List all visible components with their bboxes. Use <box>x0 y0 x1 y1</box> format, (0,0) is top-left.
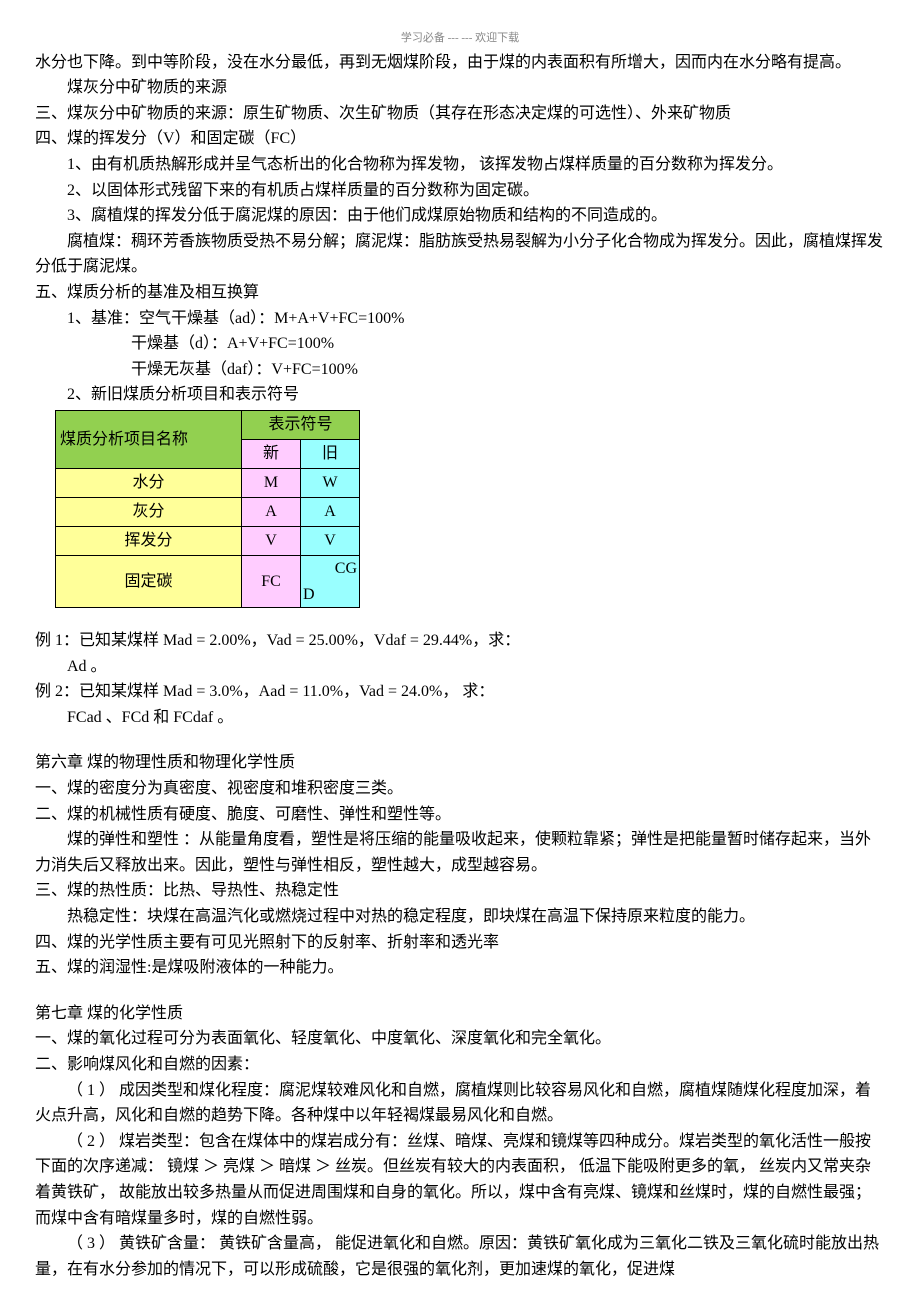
body-text: 干燥基（d）：A+V+FC=100% <box>35 331 885 357</box>
table-row-old: A <box>301 497 360 526</box>
body-text: 2、以固体形式残留下来的有机质占煤样质量的百分数称为固定碳。 <box>35 178 885 204</box>
table-row-name: 固定碳 <box>56 555 242 607</box>
table-row-old: V <box>301 526 360 555</box>
body-text: 五、煤质分析的基准及相互换算 <box>35 280 885 306</box>
table-row-name: 水分 <box>56 468 242 497</box>
table-header-name: 煤质分析项目名称 <box>56 410 242 468</box>
body-text: 煤灰分中矿物质的来源 <box>35 75 885 101</box>
body-text: 水分也下降。到中等阶段，没在水分最低，再到无烟煤阶段，由于煤的内表面积有所增大，… <box>35 50 885 76</box>
body-text: 一、煤的密度分为真密度、视密度和堆积密度三类。 <box>35 776 885 802</box>
symbol-table: 煤质分析项目名称 表示符号 新 旧 水分 M W 灰分 A A 挥发分 V V … <box>55 410 360 608</box>
body-text: 腐植煤：稠环芳香族物质受热不易分解；腐泥煤：脂肪族受热易裂解为小分子化合物成为挥… <box>35 229 885 280</box>
example-text: 例 1：已知某煤样 Mad = 2.00%，Vad = 25.00%，Vdaf … <box>35 628 885 654</box>
body-text: 三、煤灰分中矿物质的来源：原生矿物质、次生矿物质（其存在形态决定煤的可选性）、外… <box>35 101 885 127</box>
body-text: 1、由有机质热解形成并呈气态析出的化合物称为挥发物， 该挥发物占煤样质量的百分数… <box>35 152 885 178</box>
body-text: （ 3 ） 黄铁矿含量： 黄铁矿含量高， 能促进氧化和自燃。原因：黄铁矿氧化成为… <box>35 1231 885 1282</box>
table-row-new: V <box>242 526 301 555</box>
table-subheader-old: 旧 <box>301 439 360 468</box>
body-text: 四、煤的挥发分（V）和固定碳（FC） <box>35 126 885 152</box>
chapter-title: 第六章 煤的物理性质和物理化学性质 <box>35 750 885 776</box>
table-row-old: CGD <box>301 555 360 607</box>
chapter-title: 第七章 煤的化学性质 <box>35 1001 885 1027</box>
body-text: 四、煤的光学性质主要有可见光照射下的反射率、折射率和透光率 <box>35 930 885 956</box>
table-row-new: FC <box>242 555 301 607</box>
body-text: 3、腐植煤的挥发分低于腐泥煤的原因：由于他们成煤原始物质和结构的不同造成的。 <box>35 203 885 229</box>
body-text: 煤的弹性和塑性 ：从能量角度看，塑性是将压缩的能量吸收起来，使颗粒靠紧；弹性是把… <box>35 827 885 878</box>
body-text: 一、煤的氧化过程可分为表面氧化、轻度氧化、中度氧化、深度氧化和完全氧化。 <box>35 1026 885 1052</box>
example-text: 例 2：已知某煤样 Mad = 3.0%，Aad = 11.0%，Vad = 2… <box>35 679 885 705</box>
body-text: （ 2 ） 煤岩类型：包含在煤体中的煤岩成分有：丝煤、暗煤、亮煤和镜煤等四种成分… <box>35 1129 885 1231</box>
body-text: 干燥无灰基（daf）：V+FC=100% <box>35 357 885 383</box>
table-row-old: W <box>301 468 360 497</box>
example-text: FCad 、FCd 和 FCdaf 。 <box>35 705 885 731</box>
body-text: 热稳定性：块煤在高温汽化或燃烧过程中对热的稳定程度，即块煤在高温下保持原来粒度的… <box>35 904 885 930</box>
table-row-new: A <box>242 497 301 526</box>
table-row-name: 挥发分 <box>56 526 242 555</box>
table-row-name: 灰分 <box>56 497 242 526</box>
page-watermark: 学习必备 --- --- 欢迎下载 <box>35 30 885 48</box>
body-text: 2、新旧煤质分析项目和表示符号 <box>35 382 885 408</box>
table-row-new: M <box>242 468 301 497</box>
table-subheader-new: 新 <box>242 439 301 468</box>
body-text: 二、影响煤风化和自燃的因素： <box>35 1052 885 1078</box>
body-text: 五、煤的润湿性:是煤吸附液体的一种能力。 <box>35 955 885 981</box>
body-text: 1、基准：空气干燥基（ad）：M+A+V+FC=100% <box>35 306 885 332</box>
body-text: 二、煤的机械性质有硬度、脆度、可磨性、弹性和塑性等。 <box>35 802 885 828</box>
body-text: （ 1 ） 成因类型和煤化程度：腐泥煤较难风化和自燃，腐植煤则比较容易风化和自燃… <box>35 1078 885 1129</box>
body-text: 三、煤的热性质：比热、导热性、热稳定性 <box>35 878 885 904</box>
example-text: Ad 。 <box>35 654 885 680</box>
table-header-symbol: 表示符号 <box>242 410 360 439</box>
